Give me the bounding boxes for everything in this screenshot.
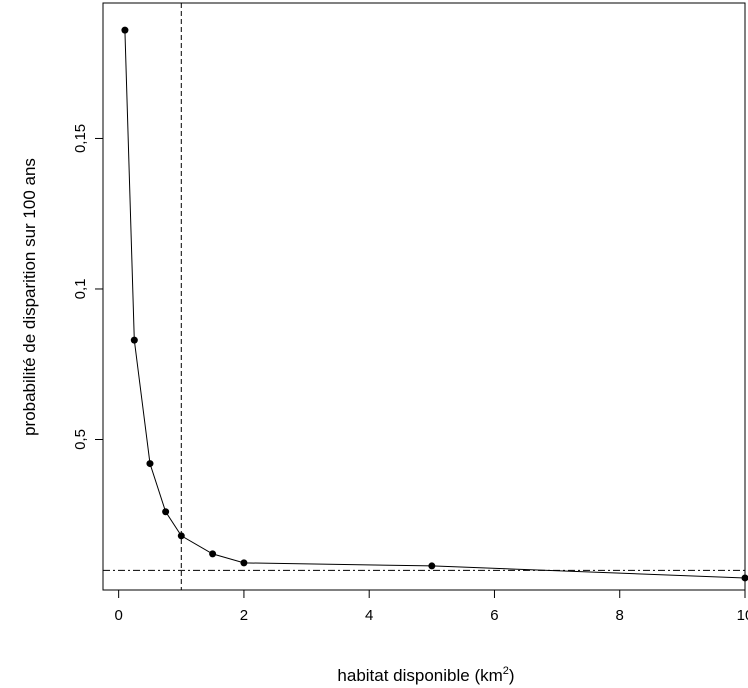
data-point-2 — [146, 460, 154, 468]
data-point-0 — [121, 26, 129, 34]
x-axis-title: habitat disponible (km2) — [337, 665, 514, 685]
x-tick-label-4: 8 — [616, 607, 624, 624]
x-tick-label-2: 4 — [365, 607, 373, 624]
data-point-6 — [240, 559, 248, 567]
data-point-5 — [209, 550, 217, 558]
series-line-0 — [124, 30, 746, 579]
data-point-1 — [130, 336, 138, 344]
y-axis-title: probabilité de disparition sur 100 ans — [20, 158, 39, 436]
x-tick-label-0: 0 — [114, 607, 122, 624]
y-tick-label-2: 0,15 — [72, 124, 89, 153]
x-tick-label-1: 2 — [240, 607, 248, 624]
y-tick-label-1: 0,1 — [72, 279, 89, 300]
data-point-7 — [428, 562, 436, 570]
y-axis: 0,5 0,1 0,15 — [72, 124, 103, 450]
series-group — [121, 26, 748, 582]
x-axis-title-superscript: 2 — [503, 665, 509, 677]
plot-frame — [102, 2, 746, 591]
data-point-4 — [177, 532, 185, 540]
y-tick-label-0: 0,5 — [72, 429, 89, 450]
data-point-8 — [741, 574, 748, 582]
x-axis: 0 2 4 6 8 10 — [114, 590, 748, 624]
data-point-3 — [162, 508, 170, 516]
x-tick-label-3: 6 — [490, 607, 498, 624]
reference-lines — [103, 3, 745, 590]
x-tick-label-5: 10 — [737, 607, 748, 624]
